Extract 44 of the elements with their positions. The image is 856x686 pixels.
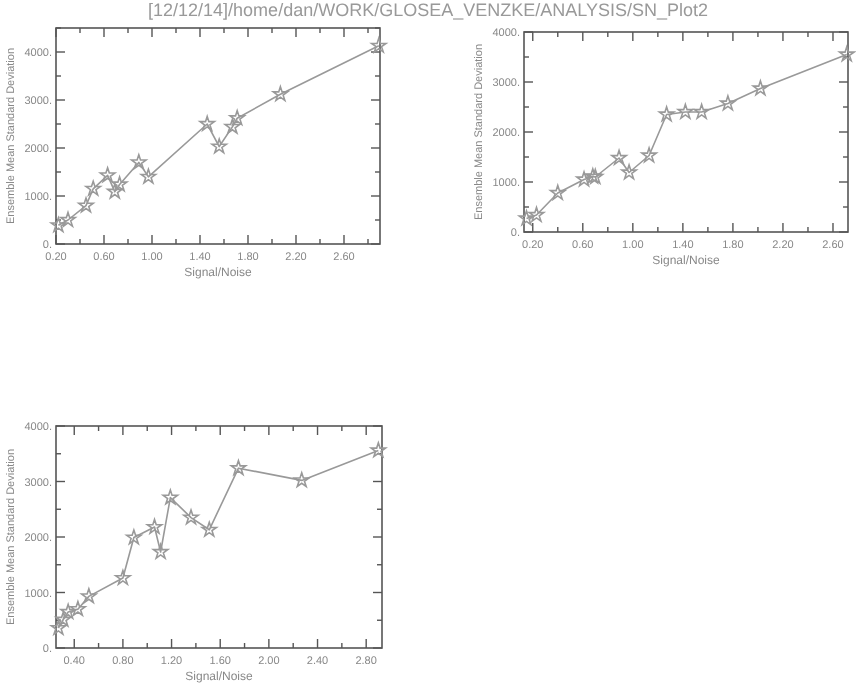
point [230, 459, 247, 476]
point [658, 106, 675, 122]
point [211, 138, 228, 154]
point [528, 206, 545, 222]
point [183, 509, 199, 525]
point [293, 472, 310, 488]
point [125, 529, 142, 545]
point [224, 118, 241, 134]
point [146, 518, 163, 534]
point [752, 80, 769, 96]
point [106, 183, 123, 199]
point [130, 154, 147, 170]
point [111, 176, 128, 192]
point [50, 619, 67, 635]
point [55, 611, 72, 627]
point [719, 95, 736, 111]
point [272, 85, 289, 102]
point [78, 197, 94, 213]
point [838, 46, 855, 62]
point [152, 543, 169, 559]
point [199, 115, 216, 131]
text: [12/12/14]/home/dan/WORK/GLOSEA_VENZKE/ANALYSIS/SN_Plot2 [148, 0, 708, 20]
point [162, 489, 179, 505]
point [677, 103, 694, 119]
point [69, 600, 86, 617]
point [621, 164, 638, 180]
point [693, 103, 710, 119]
point [60, 603, 77, 619]
point [50, 216, 67, 233]
point [80, 588, 97, 604]
point [229, 109, 246, 126]
point [549, 184, 566, 200]
point [518, 210, 535, 226]
point [85, 180, 102, 196]
point [576, 171, 593, 187]
point [611, 149, 628, 165]
point [370, 442, 387, 458]
point [140, 168, 157, 184]
point [370, 37, 387, 53]
point [641, 147, 658, 163]
point [99, 167, 116, 183]
point [201, 521, 218, 537]
point [60, 211, 76, 227]
point [114, 569, 131, 585]
